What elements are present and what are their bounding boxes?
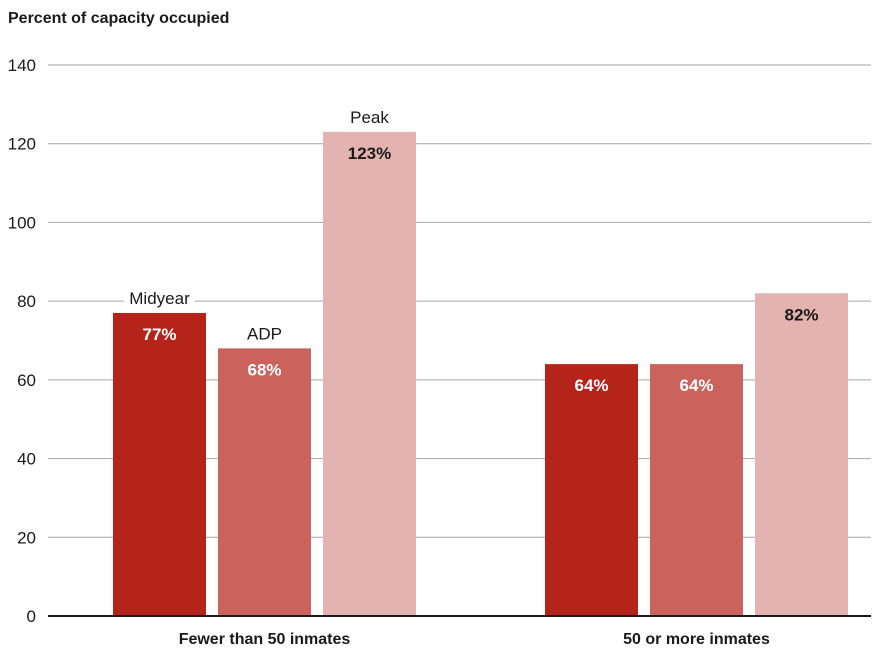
bar [323, 131, 416, 616]
y-tick-label: 80 [17, 292, 36, 311]
data-label: 77% [142, 325, 176, 344]
x-category-label: Fewer than 50 inmates [179, 631, 351, 648]
y-tick-label: 100 [8, 213, 36, 232]
y-tick-label: 140 [8, 56, 36, 75]
bar [650, 364, 743, 616]
series-label: ADP [247, 324, 282, 343]
data-label: 82% [784, 305, 818, 324]
bar [113, 312, 206, 616]
series-label-bg [347, 105, 392, 128]
series-label-bg [247, 322, 282, 345]
series-label: Midyear [129, 289, 190, 308]
series-label-bg [124, 286, 195, 309]
y-tick-label: 120 [8, 135, 36, 154]
data-label: 68% [247, 360, 281, 379]
y-tick-label: 0 [27, 607, 36, 626]
bar [218, 348, 311, 616]
data-label: 64% [574, 376, 608, 395]
y-tick-label: 60 [17, 371, 36, 390]
y-tick-label: 40 [17, 450, 36, 469]
data-label: 123% [348, 144, 391, 163]
x-category-label: 50 or more inmates [623, 631, 770, 648]
y-axis-title: Percent of capacity occupied [8, 10, 230, 27]
bar [545, 364, 638, 616]
data-label: 64% [679, 376, 713, 395]
bar [755, 293, 848, 616]
y-tick-label: 20 [17, 528, 36, 547]
series-label: Peak [350, 108, 389, 127]
